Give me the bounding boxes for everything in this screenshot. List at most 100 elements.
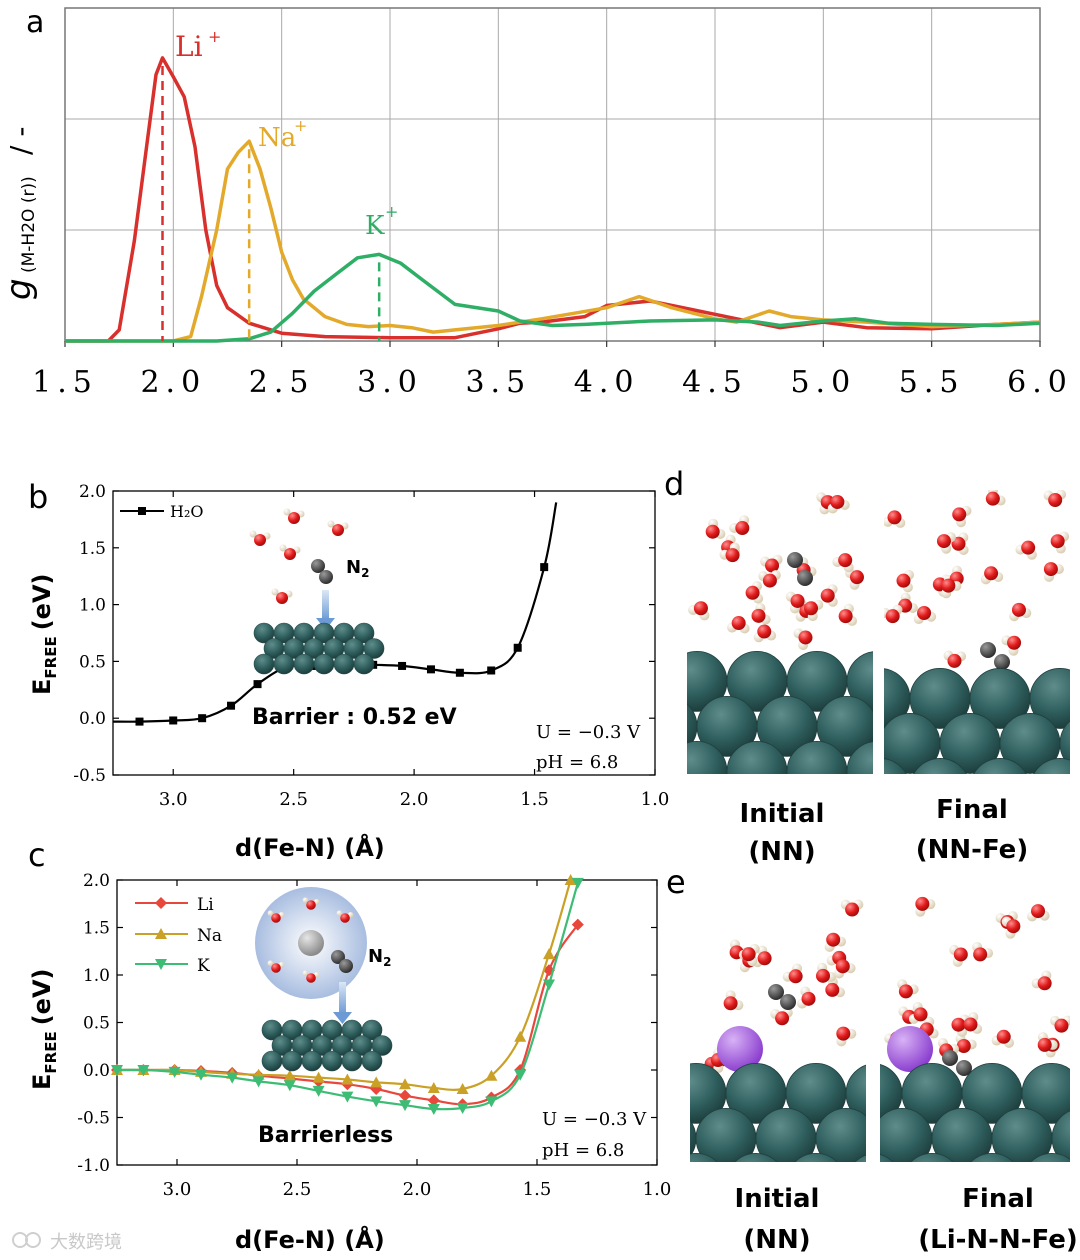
series-line-h2o	[112, 502, 558, 723]
data-point-h2o	[513, 643, 522, 652]
y-tick-label: -0.5	[73, 766, 106, 786]
atom-o	[288, 512, 300, 524]
atom-li	[887, 1026, 933, 1072]
panel-d: d Initial (NN) Final (NN-Fe)	[664, 465, 1070, 867]
structure-e-initial	[690, 882, 866, 1162]
x-tick-label: 3.0	[159, 789, 188, 810]
panel-c-potential: U = −0.3 V	[542, 1109, 647, 1130]
panel-c-n2-label: N2	[368, 946, 391, 969]
e-initial-caption-line2: (NN)	[743, 1225, 810, 1255]
arrow-shaft	[322, 590, 329, 620]
label-li-text: Li	[175, 30, 203, 63]
label-k-sup: +	[385, 202, 398, 221]
atom-fe	[273, 653, 295, 675]
y-tick-label: -1.0	[77, 1156, 110, 1176]
atom-o	[751, 608, 766, 623]
atom-o	[825, 982, 840, 997]
atom-h	[302, 970, 309, 976]
label-na: Na +	[258, 116, 307, 153]
atom-fe	[845, 1064, 866, 1123]
atom-o	[898, 984, 913, 999]
atom-n	[319, 570, 333, 584]
structure-d-final	[884, 490, 1070, 774]
atom-fe	[786, 741, 848, 774]
atom-n	[311, 559, 325, 573]
panel-e: e Initial (NN) Final (Li-N-N-Fe)	[666, 863, 1078, 1255]
label-k-text: K	[365, 211, 385, 241]
atom-o	[947, 653, 962, 668]
atom-o	[1037, 976, 1052, 991]
atom-o	[915, 896, 930, 911]
data-point-na	[543, 948, 555, 960]
atom-o	[284, 548, 296, 560]
panel-letter-e: e	[666, 863, 686, 901]
data-point-h2o	[398, 661, 407, 670]
x-tick-label: 6.0	[1007, 365, 1073, 400]
atom-o	[762, 573, 777, 588]
data-point-k	[137, 1065, 150, 1076]
atom-o	[963, 1017, 978, 1032]
atom-o	[1050, 534, 1065, 549]
x-tick-label: 1.0	[641, 789, 670, 810]
atom-o	[996, 1029, 1011, 1044]
atom-fe	[341, 1050, 363, 1072]
atom-o	[1011, 602, 1026, 617]
atom-fe	[1030, 1153, 1070, 1162]
atom-o	[801, 991, 816, 1006]
x-tick-label: 4.0	[574, 365, 640, 400]
atom-n	[331, 950, 345, 964]
x-tick-label: 2.5	[249, 365, 315, 400]
atom-o	[951, 536, 966, 551]
atom-fe	[973, 758, 1027, 774]
panel-b-legend: H₂O	[120, 502, 203, 521]
atom-o	[985, 491, 1000, 506]
data-point-h2o	[540, 563, 549, 572]
data-point-h2o	[227, 701, 236, 710]
legend-na-label: Na	[197, 926, 222, 946]
panel-b-series	[112, 502, 558, 726]
legend-k-label: K	[197, 956, 210, 976]
atom-o	[276, 592, 288, 604]
series-line-k	[65, 252, 1041, 343]
panel-c-axes: 3.0 2.5 2.0 1.5 1.0 2.0 1.5 1.0 0.5 0.0 -0.5 -1.0	[77, 871, 671, 1200]
arrow-shaft	[339, 982, 346, 1014]
panel-b: b 3.0 2.5 2.0 1.5 1.0 2.0 1.5 1.0 0.5 0.0 -0.5 H₂O…	[28, 478, 669, 862]
data-point-na	[485, 1069, 498, 1081]
y-tick-label: 0.0	[83, 1061, 110, 1081]
panel-b-frame	[112, 490, 656, 776]
atom-h	[249, 530, 257, 538]
label-k: K +	[365, 202, 398, 241]
data-point-h2o	[426, 665, 435, 674]
x-tick-label: 1.5	[32, 365, 98, 400]
panel-a-series	[65, 56, 1041, 343]
x-tick-label: 5.5	[899, 365, 965, 400]
atom-o	[953, 947, 968, 962]
atom-n	[797, 570, 813, 586]
atom-o	[765, 558, 780, 573]
atom-o	[849, 570, 864, 585]
series-line-na	[65, 139, 1041, 343]
atom-o	[838, 553, 853, 568]
data-point-k	[571, 877, 584, 889]
data-point-k	[399, 1100, 411, 1112]
atom-o	[896, 573, 911, 588]
x-tick-label: 2.5	[283, 1179, 312, 1200]
panel-b-n2-label: N2	[346, 557, 369, 580]
panel-a-ylabel-unit: / -	[4, 127, 37, 155]
panel-c-series	[111, 874, 584, 1115]
data-point-k	[427, 1103, 440, 1115]
panel-a-x-ticks: 1.5 2.0 2.5 3.0 3.5 4.0 4.5 5.0 5.5 6.0	[32, 341, 1073, 400]
x-tick-label: 2.0	[400, 789, 429, 810]
panel-b-potential: U = −0.3 V	[536, 722, 641, 743]
x-tick-label: 2.5	[279, 789, 308, 810]
label-li: Li +	[175, 27, 221, 63]
atom-fe	[313, 653, 335, 675]
atom-fe	[734, 1153, 778, 1162]
atom-fe	[690, 1153, 718, 1162]
atom-o	[306, 973, 316, 983]
panel-c-barrierless: Barrierless	[258, 1123, 393, 1148]
atom-h	[267, 960, 274, 966]
atom-h	[302, 897, 309, 903]
atom-fe	[913, 758, 967, 774]
